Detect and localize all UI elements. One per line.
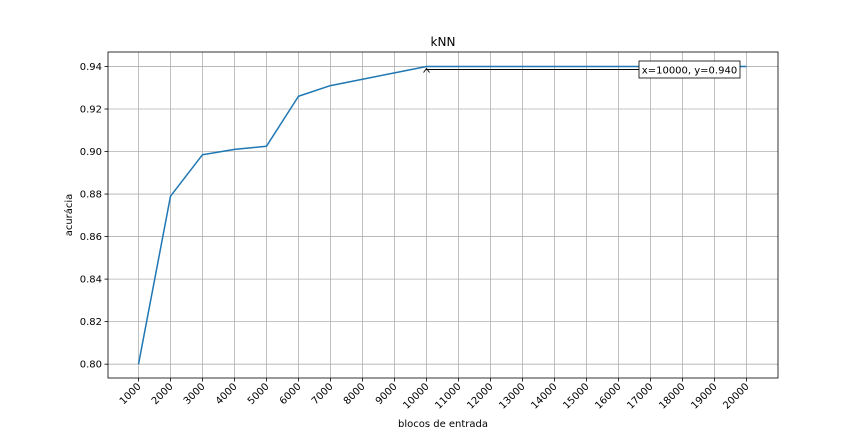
y-axis-label: acurácia [63, 194, 75, 237]
x-tick-label: 14000 [529, 381, 559, 411]
y-axis: 0.80 0.82 0.84 0.86 0.88 0.90 0.92 0.94 [80, 62, 108, 371]
x-tick-label: 19000 [689, 381, 719, 411]
x-tick-label: 6000 [278, 381, 304, 407]
y-tick-label: 0.94 [80, 62, 102, 73]
x-tick-label: 2000 [150, 381, 176, 407]
x-tick-label: 13000 [497, 381, 527, 411]
x-tick-label: 9000 [374, 381, 400, 407]
x-tick-label: 11000 [433, 381, 463, 411]
annotation-layer: x=10000, y=0.940 [423, 60, 741, 79]
x-axis-label: blocos de entrada [398, 419, 488, 430]
annotation-text: x=10000, y=0.940 [642, 66, 737, 77]
x-tick-label: 20000 [721, 381, 751, 411]
x-tick-label: 12000 [465, 381, 495, 411]
series-layer [137, 65, 747, 365]
y-tick-label: 0.86 [80, 232, 102, 243]
y-tick-label: 0.84 [80, 275, 102, 286]
x-tick-label: 17000 [625, 381, 655, 411]
x-tick-label: 10000 [401, 381, 431, 411]
annotation-arrowhead [423, 67, 430, 73]
y-tick-label: 0.82 [80, 317, 102, 328]
x-tick-label: 1000 [118, 381, 144, 407]
series-line [137, 65, 747, 365]
x-axis: 1000 2000 3000 4000 5000 6000 7000 8000 9000 1000… [118, 378, 752, 412]
y-tick-label: 0.88 [80, 190, 102, 201]
x-tick-label: 16000 [593, 381, 623, 411]
x-tick-label: 4000 [214, 381, 240, 407]
annotation-box [638, 60, 741, 79]
x-tick-label: 3000 [182, 381, 208, 407]
x-tick-label: 18000 [657, 381, 687, 411]
y-tick-label: 0.90 [80, 147, 102, 158]
grid-lines [108, 52, 778, 378]
y-tick-label: 0.80 [80, 360, 102, 371]
chart-title: kNN [431, 35, 456, 49]
x-tick-label: 15000 [561, 381, 591, 411]
y-tick-label: 0.92 [80, 104, 102, 115]
x-tick-label: 7000 [310, 381, 336, 407]
x-tick-label: 8000 [342, 381, 368, 407]
x-tick-label: 5000 [246, 381, 272, 407]
plot-frame [107, 51, 779, 379]
